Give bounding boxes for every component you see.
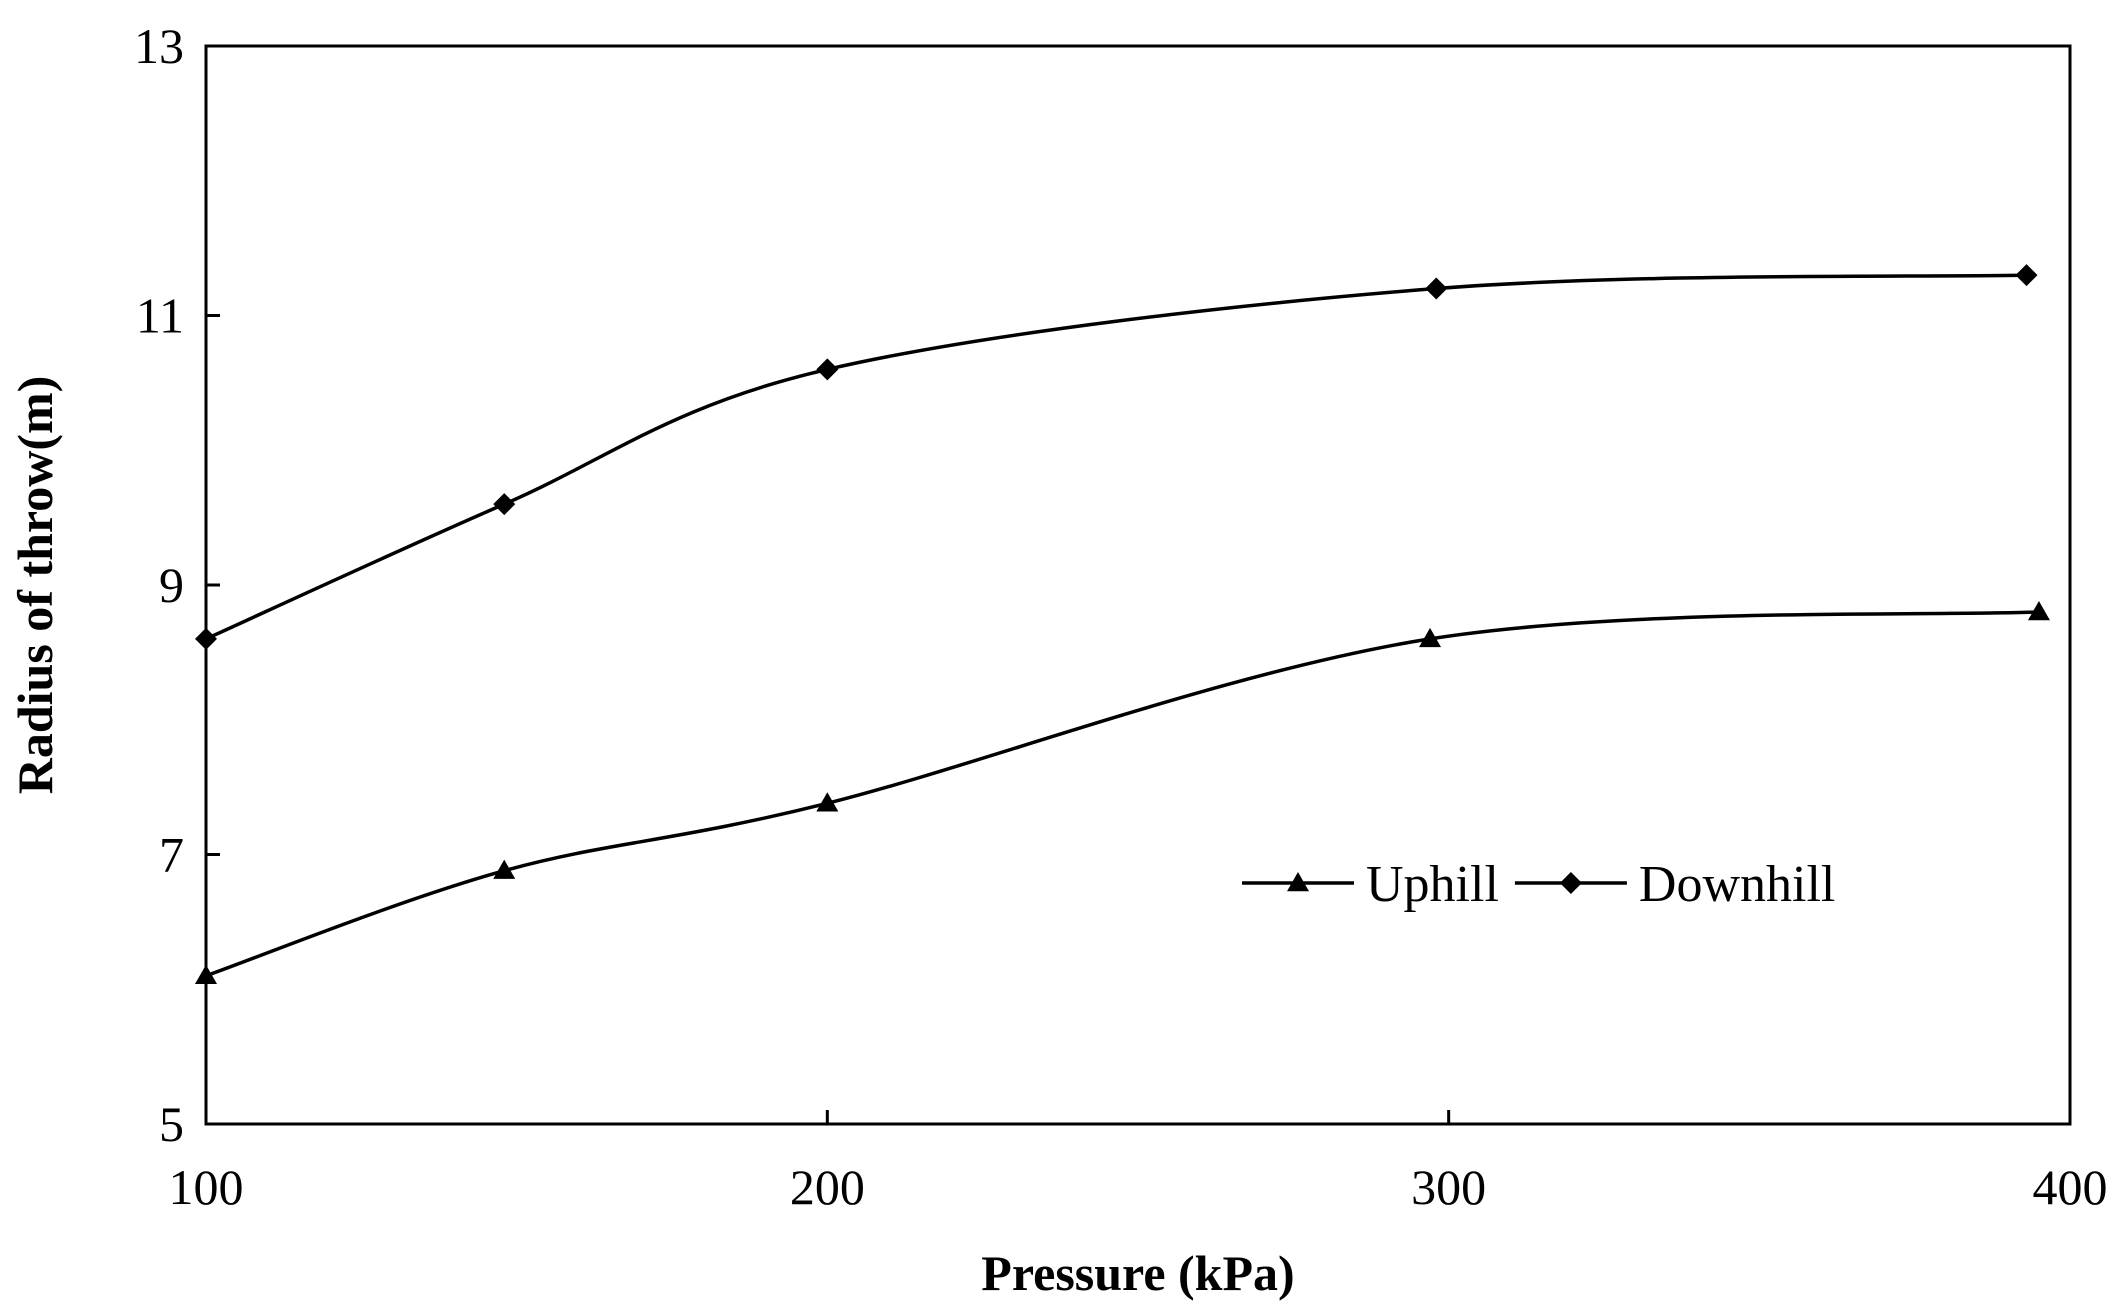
y-tick-label: 5 [159, 1096, 184, 1152]
series-downhill [195, 264, 2038, 650]
data-point-downhill [1425, 277, 1448, 300]
data-point-downhill [195, 627, 217, 650]
y-axis-title: Radius of throw(m) [7, 376, 63, 795]
data-point-uphill [816, 792, 839, 812]
series-layer [195, 264, 2050, 985]
data-point-downhill [2015, 264, 2038, 287]
x-axis: 100 200 300 400 [169, 1110, 2108, 1215]
data-point-uphill [493, 859, 516, 879]
legend-label: Downhill [1639, 856, 1835, 913]
legend: Uphill Downhill [1242, 856, 1835, 913]
legend-marker-uphill [1287, 872, 1309, 892]
y-tick-label: 7 [159, 827, 184, 883]
y-tick-label: 11 [136, 288, 184, 344]
series-line-downhill [205, 273, 2027, 641]
plot-area [204, 44, 2072, 1126]
series-uphill [195, 600, 2050, 985]
series-line-uphill [205, 610, 2040, 978]
data-point-uphill [195, 964, 217, 985]
data-point-uphill [2027, 600, 2050, 621]
legend-item-downhill: Downhill [1514, 856, 1835, 913]
x-axis-title: Pressure (kPa) [981, 1245, 1294, 1301]
y-tick-label: 13 [134, 18, 184, 74]
data-point-downhill [493, 493, 516, 516]
x-tick-label: 200 [790, 1159, 865, 1215]
y-axis: 5 7 9 11 13 [134, 18, 220, 1152]
y-tick-label: 9 [159, 557, 184, 613]
x-tick-label: 300 [1411, 1159, 1486, 1215]
x-tick-label: 400 [2033, 1159, 2108, 1215]
legend-label: Uphill [1366, 856, 1499, 913]
legend-marker-downhill [1559, 872, 1582, 894]
x-tick-label: 100 [169, 1159, 244, 1215]
legend-item-uphill: Uphill [1242, 856, 1499, 913]
data-point-downhill [816, 358, 839, 381]
data-point-uphill [1419, 627, 1442, 648]
